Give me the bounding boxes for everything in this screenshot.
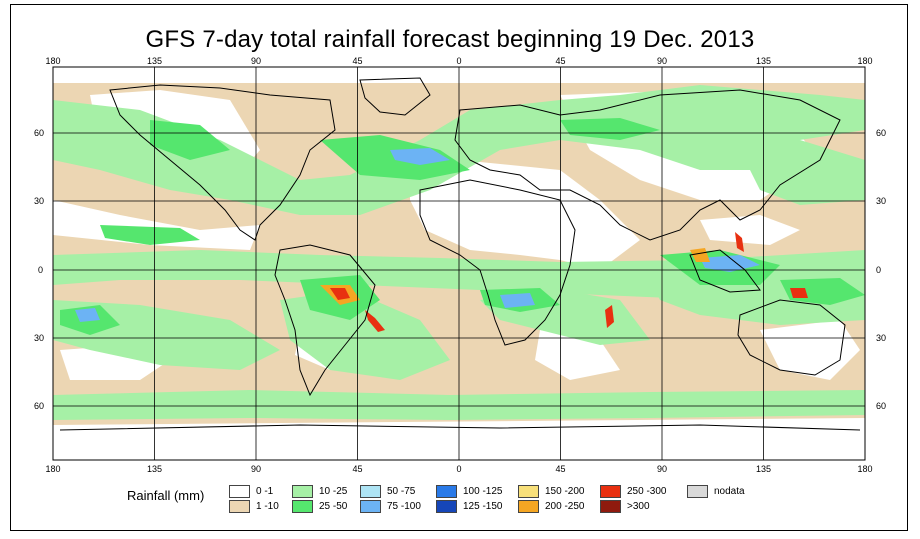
lon-tick-top: 135 <box>147 56 162 66</box>
legend-label: 125 -150 <box>463 501 503 512</box>
legend-label: >300 <box>627 501 650 512</box>
lat-tick-right: 30 <box>876 196 886 206</box>
legend-swatch-25-50 <box>292 500 313 513</box>
legend-label: 0 -1 <box>256 486 274 497</box>
lat-tick-left: 0 <box>38 265 43 275</box>
map-title: GFS 7-day total rainfall forecast beginn… <box>145 26 755 53</box>
latitude-labels: 60 30 0 30 60 60 30 0 30 60 <box>34 128 886 411</box>
lat-tick-left: 60 <box>34 128 44 138</box>
lon-tick-bottom: 180 <box>45 464 60 474</box>
lat-tick-left: 30 <box>34 333 44 343</box>
lon-tick-top: 180 <box>857 56 872 66</box>
legend-swatch-nodata <box>687 485 708 498</box>
lon-tick-top: 180 <box>45 56 60 66</box>
lon-tick-bottom: 135 <box>147 464 162 474</box>
legend-label: 50 -75 <box>387 486 416 497</box>
legend-swatch-150-200 <box>518 485 539 498</box>
graticule <box>53 67 865 460</box>
coastlines <box>59 77 861 431</box>
longitude-labels: 180 135 90 45 0 45 90 135 180 180 135 90… <box>45 56 872 474</box>
legend-swatch-10-25 <box>292 485 313 498</box>
legend-swatch-100-125 <box>436 485 457 498</box>
lon-tick-top: 0 <box>456 56 461 66</box>
legend-swatch-1-10 <box>229 500 250 513</box>
lat-tick-right: 60 <box>876 128 886 138</box>
lon-tick-top: 45 <box>352 56 362 66</box>
lon-tick-top: 135 <box>756 56 771 66</box>
figure-frame <box>10 4 908 531</box>
legend-swatch-200-250 <box>518 500 539 513</box>
legend-swatch-50-75 <box>360 485 381 498</box>
lon-tick-top: 90 <box>251 56 261 66</box>
legend-label: 1 -10 <box>256 501 279 512</box>
legend-label: 200 -250 <box>545 501 585 512</box>
lon-tick-top: 90 <box>657 56 667 66</box>
lon-tick-bottom: 180 <box>857 464 872 474</box>
legend-title: Rainfall (mm) <box>127 488 205 503</box>
lat-tick-left: 30 <box>34 196 44 206</box>
legend-label: 10 -25 <box>319 486 348 497</box>
legend-label: nodata <box>714 486 745 497</box>
legend-label: 150 -200 <box>545 486 585 497</box>
lat-tick-right: 0 <box>876 265 881 275</box>
lon-tick-bottom: 90 <box>657 464 667 474</box>
legend-label: 250 -300 <box>627 486 667 497</box>
rain-heavy-cores <box>320 232 808 332</box>
lon-tick-top: 45 <box>555 56 565 66</box>
legend-swatch-0-1 <box>229 485 250 498</box>
legend-swatch-250-300 <box>600 485 621 498</box>
rain-50-100 <box>75 148 760 322</box>
lon-tick-bottom: 45 <box>352 464 362 474</box>
lon-tick-bottom: 135 <box>756 464 771 474</box>
lon-tick-bottom: 90 <box>251 464 261 474</box>
map-border <box>52 66 866 461</box>
legend-label: 25 -50 <box>319 501 348 512</box>
lon-tick-bottom: 0 <box>456 464 461 474</box>
legend-label: 100 -125 <box>463 486 503 497</box>
lon-tick-bottom: 45 <box>555 464 565 474</box>
legend-swatch-75-100 <box>360 500 381 513</box>
legend-swatch-over-300 <box>600 500 621 513</box>
lat-tick-left: 60 <box>34 401 44 411</box>
lat-tick-right: 60 <box>876 401 886 411</box>
legend-label: 75 -100 <box>387 501 421 512</box>
lat-tick-right: 30 <box>876 333 886 343</box>
legend-swatch-125-150 <box>436 500 457 513</box>
